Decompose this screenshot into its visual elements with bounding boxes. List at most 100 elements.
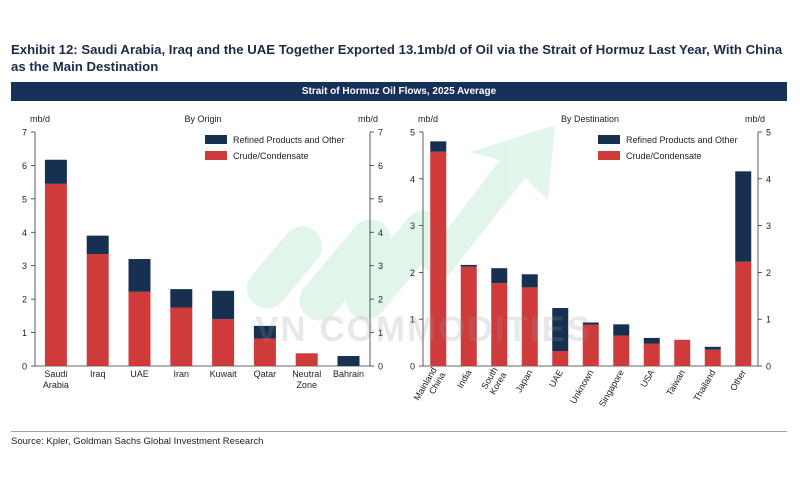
- y-tick-label-left: 3: [22, 261, 27, 271]
- bar-crude: [430, 151, 447, 366]
- x-tick-label: UAE: [547, 368, 565, 389]
- y-tick-label-left: 5: [22, 194, 27, 204]
- y-axis-unit-left: mb/d: [30, 114, 50, 124]
- y-tick-label-left: 7: [22, 128, 27, 138]
- x-tick-label: Arabia: [43, 380, 69, 390]
- y-tick-label-right: 3: [766, 221, 771, 231]
- y-axis-unit-left: mb/d: [418, 114, 438, 124]
- y-tick-label-right: 5: [766, 128, 771, 138]
- x-tick-label: Neutral: [292, 369, 321, 379]
- bar-refined: [44, 159, 67, 184]
- x-tick-label: Singapore: [597, 368, 626, 409]
- watermark-text: VN COMMODITIES: [255, 310, 593, 349]
- bar-crude: [582, 324, 599, 366]
- bar-crude: [86, 254, 109, 366]
- bar-refined: [582, 322, 599, 325]
- y-tick-label-right: 5: [378, 194, 383, 204]
- legend-label: Refined Products and Other: [233, 135, 345, 145]
- bar-refined: [86, 235, 109, 255]
- y-tick-label-right: 0: [378, 362, 383, 372]
- y-axis-unit-right: mb/d: [745, 114, 765, 124]
- y-tick-label-left: 2: [410, 268, 415, 278]
- chart-title: By Origin: [184, 114, 221, 124]
- bar-refined: [643, 337, 660, 344]
- x-tick-label: Japan: [514, 368, 535, 394]
- y-tick-label-left: 4: [410, 174, 415, 184]
- y-tick-label-right: 1: [378, 328, 383, 338]
- y-tick-label-left: 2: [22, 295, 27, 305]
- charts-canvas: By Origin mb/d mb/d 0 0 1 1 2 2 3 3 4 4 5 5 6 6 7 7 SaudiAr…: [22, 114, 771, 409]
- y-tick-label-left: 6: [22, 161, 27, 171]
- bar-refined: [552, 307, 569, 352]
- x-tick-label: Iran: [174, 369, 190, 379]
- bar-refined: [704, 346, 721, 350]
- y-tick-label-left: 3: [410, 221, 415, 231]
- y-tick-label-right: 6: [378, 161, 383, 171]
- bar-crude: [552, 351, 569, 366]
- x-tick-label: Unknown: [568, 368, 595, 406]
- x-tick-label: Qatar: [254, 369, 277, 379]
- x-tick-label: Bahrain: [333, 369, 364, 379]
- bar-refined: [430, 141, 447, 152]
- y-tick-label-right: 4: [378, 228, 383, 238]
- y-tick-label-right: 4: [766, 174, 771, 184]
- bar-crude: [521, 287, 538, 366]
- y-tick-label-left: 0: [22, 362, 27, 372]
- bar-refined: [613, 324, 630, 336]
- x-tick-label: Iraq: [90, 369, 106, 379]
- bar-crude: [212, 319, 235, 366]
- y-tick-label-left: 1: [22, 328, 27, 338]
- chart-banner: Strait of Hormuz Oil Flows, 2025 Average: [11, 82, 787, 101]
- bar-crude: [674, 339, 691, 366]
- x-tick-label: Kuwait: [210, 369, 238, 379]
- bar-crude: [491, 283, 508, 366]
- y-tick-label-right: 0: [766, 362, 771, 372]
- bar-crude: [643, 343, 660, 366]
- y-tick-label-right: 7: [378, 128, 383, 138]
- bar-refined: [212, 290, 235, 320]
- bar-crude: [460, 266, 477, 366]
- watermark-graphic: [247, 125, 555, 321]
- y-tick-label-left: 1: [410, 315, 415, 325]
- y-tick-label-left: 5: [410, 128, 415, 138]
- y-tick-label-right: 1: [766, 315, 771, 325]
- exhibit-title: Exhibit 12: Saudi Arabia, Iraq and the U…: [11, 42, 783, 74]
- x-tick-label: India: [455, 368, 473, 390]
- x-tick-label: UAE: [130, 369, 149, 379]
- legend-swatch: [205, 135, 227, 144]
- destination-chart: By Destination mb/d mb/d 0 0 1 1 2 2 3 3 4 4 5 5 Mainla…: [410, 114, 771, 409]
- x-tick-label: Zone: [296, 380, 317, 390]
- legend-label: Refined Products and Other: [626, 135, 738, 145]
- legend-swatch: [598, 151, 620, 160]
- legend-label: Crude/Condensate: [233, 151, 309, 161]
- origin-chart: By Origin mb/d mb/d 0 0 1 1 2 2 3 3 4 4 5 5 6 6 7 7 SaudiAr…: [22, 114, 383, 390]
- legend-swatch: [205, 151, 227, 160]
- x-tick-label: SouthKorea: [479, 366, 508, 397]
- source-note: Source: Kpler, Goldman Sachs Global Inve…: [11, 436, 264, 447]
- legend-label: Crude/Condensate: [626, 151, 702, 161]
- bar-crude: [170, 307, 193, 366]
- bar-crude: [295, 353, 318, 366]
- x-tick-label: MainlandChina: [412, 366, 448, 408]
- bar-refined: [460, 264, 477, 267]
- y-tick-label-right: 3: [378, 261, 383, 271]
- bar-refined: [170, 289, 193, 308]
- x-tick-label: Taiwan: [664, 368, 687, 397]
- bar-crude: [128, 291, 151, 366]
- y-axis-unit-right: mb/d: [358, 114, 378, 124]
- x-tick-label: Thailand: [692, 368, 718, 403]
- bar-crude: [613, 335, 630, 366]
- bar-crude: [735, 261, 752, 366]
- bar-refined: [128, 259, 151, 292]
- bar-refined: [521, 274, 538, 288]
- chart-title: By Destination: [561, 114, 619, 124]
- bar-crude: [253, 338, 276, 366]
- y-tick-label-right: 2: [378, 295, 383, 305]
- y-tick-label-right: 2: [766, 268, 771, 278]
- x-tick-label: Saudi: [44, 369, 67, 379]
- y-tick-label-left: 4: [22, 228, 27, 238]
- bar-crude: [704, 349, 721, 366]
- x-tick-label: USA: [639, 368, 657, 389]
- legend-swatch: [598, 135, 620, 144]
- divider: [11, 431, 787, 432]
